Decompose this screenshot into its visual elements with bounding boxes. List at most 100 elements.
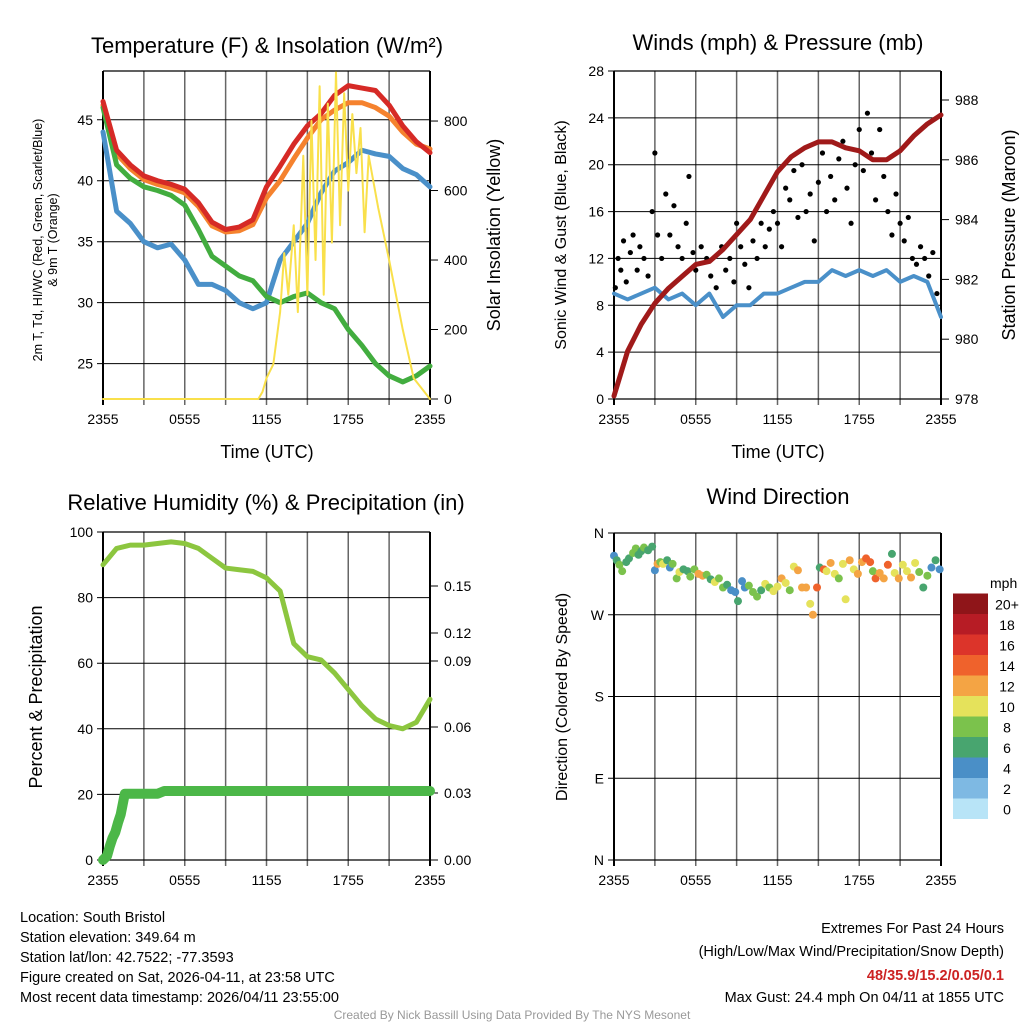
temp-x-label: Time (UTC) xyxy=(220,442,313,462)
colorbar-label: 6 xyxy=(1003,740,1011,756)
wind-y-tick-label: 24 xyxy=(588,110,604,126)
gust-point xyxy=(723,267,729,273)
gust-point xyxy=(787,197,793,203)
gust-point xyxy=(877,126,883,133)
colorbar-title: mph xyxy=(990,575,1017,591)
rh-y-tick-label: 40 xyxy=(77,721,93,737)
x-tick-label: 2355 xyxy=(598,872,629,888)
rh-y-label: Percent & Precipitation xyxy=(26,605,46,788)
gust-point xyxy=(934,290,940,297)
gust-point xyxy=(727,255,733,262)
direction-point xyxy=(650,566,659,575)
temp-y-tick-label: 30 xyxy=(77,295,93,311)
gust-point xyxy=(671,203,677,209)
direction-point xyxy=(806,599,815,608)
direction-point xyxy=(753,592,762,601)
gust-point xyxy=(762,244,768,250)
temp-y-tick-label: 40 xyxy=(77,173,93,189)
gust-point xyxy=(909,255,915,262)
gust-point xyxy=(856,126,862,133)
direction-point xyxy=(826,558,835,567)
precip-y-tick-label: 0.03 xyxy=(444,785,471,801)
temp-chart-title: Temperature (F) & Insolation (W/m²) xyxy=(91,33,443,58)
gust-point xyxy=(667,232,673,238)
direction-point xyxy=(919,583,928,592)
colorbar-swatch xyxy=(953,675,988,696)
latlon-text: Station lat/lon: 42.7522; -77.3593 xyxy=(20,950,234,966)
colorbar-label: 2 xyxy=(1003,781,1011,797)
direction-point xyxy=(841,595,850,604)
direction-point xyxy=(838,559,847,568)
gust-point xyxy=(690,249,696,256)
gust-point xyxy=(634,267,640,273)
recent-data-text: Most recent data timestamp: 2026/04/11 2… xyxy=(20,990,339,1006)
max-gust-text: Max Gust: 24.4 mph On 04/11 at 1855 UTC xyxy=(725,990,1004,1006)
direction-point xyxy=(672,574,681,583)
chart-marks xyxy=(98,71,988,865)
wind-y-label: Sonic Wind & Gust (Blue, Black) xyxy=(553,120,570,349)
direction-point xyxy=(813,583,822,592)
gust-point xyxy=(679,255,685,262)
gust-point xyxy=(848,220,854,226)
direction-y-tick-label: N xyxy=(594,852,604,868)
gust-point xyxy=(917,244,924,250)
gust-point xyxy=(860,167,866,174)
gust-point xyxy=(738,244,744,250)
direction-point xyxy=(879,574,888,583)
direction-point xyxy=(902,567,911,576)
gust-point xyxy=(783,185,789,191)
direction-y-tick-label: W xyxy=(591,607,605,623)
colorbar-swatch xyxy=(953,655,988,676)
direction-point xyxy=(618,567,627,576)
wind-y-tick-label: 16 xyxy=(588,204,604,220)
direction-point xyxy=(738,577,747,586)
temp-y-tick-label: 25 xyxy=(77,356,93,372)
gust-point xyxy=(708,273,714,279)
dir-y-label: Direction (Colored By Speed) xyxy=(554,593,571,801)
direction-point xyxy=(668,559,677,568)
gust-point xyxy=(852,162,858,168)
direction-point xyxy=(822,567,831,576)
gust-point xyxy=(897,220,903,226)
gust-point xyxy=(698,244,704,250)
gust-point xyxy=(881,173,887,180)
rh-y-tick-label: 80 xyxy=(77,590,93,606)
x-tick-label: 2355 xyxy=(87,411,118,427)
x-tick-label: 1155 xyxy=(251,411,281,427)
x-tick-label: 1155 xyxy=(251,872,281,888)
temp-y-tick-label: 45 xyxy=(77,112,93,128)
x-tick-label: 0555 xyxy=(169,872,200,888)
colorbar-label: 16 xyxy=(999,638,1015,654)
gust-point xyxy=(807,191,813,197)
gust-point xyxy=(750,238,756,244)
gust-point xyxy=(620,238,627,244)
x-tick-label: 1755 xyxy=(333,411,364,427)
station-pressure-line xyxy=(611,112,944,399)
gust-point xyxy=(686,173,692,180)
x-tick-label: 0555 xyxy=(169,411,200,427)
gust-point xyxy=(819,150,826,156)
gust-point xyxy=(778,244,785,250)
pressure-y-tick-label: 986 xyxy=(955,152,979,168)
direction-y-tick-label: N xyxy=(594,525,604,541)
direction-y-tick-label: S xyxy=(595,689,604,705)
rh-y-tick-label: 60 xyxy=(77,655,93,671)
series-9m-t-line xyxy=(100,100,433,235)
gust-point xyxy=(799,162,805,168)
gust-point xyxy=(811,238,817,244)
gust-point xyxy=(766,226,772,232)
gust-point xyxy=(823,208,830,215)
extremes-subtitle: (High/Low/Max Wind/Precipitation/Snow De… xyxy=(699,944,1004,960)
direction-point xyxy=(927,563,936,572)
colorbar-label: 10 xyxy=(999,699,1015,715)
direction-point xyxy=(853,569,862,578)
direction-point xyxy=(915,568,924,577)
x-tick-label: 0555 xyxy=(680,411,711,427)
colorbar-swatch xyxy=(953,737,988,758)
gust-point xyxy=(913,261,920,267)
direction-point xyxy=(866,558,875,567)
gust-point xyxy=(612,285,618,291)
created-text: Figure created on Sat, 2026-04-11, at 23… xyxy=(20,970,335,986)
wind-y-tick-label: 4 xyxy=(596,344,604,360)
